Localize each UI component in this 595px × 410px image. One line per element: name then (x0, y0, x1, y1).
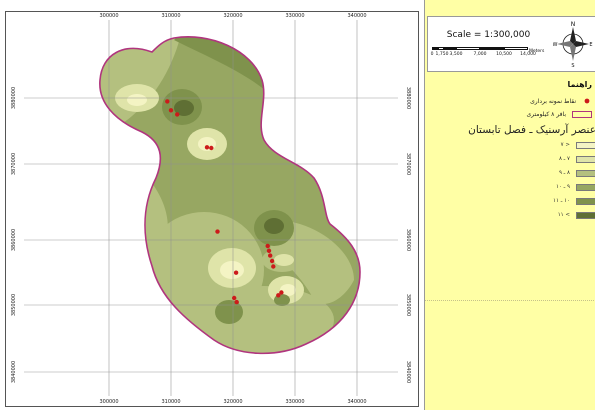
scale-bar-label: 0 (430, 52, 434, 57)
class-8-9-zone (194, 286, 334, 354)
scale-bar-label: 7,000 (473, 52, 487, 57)
class-label: < ۷ (560, 142, 570, 148)
scale-bar-segment (456, 47, 480, 50)
scale-bar-segment (504, 47, 528, 50)
legend-points-row: نقاط نمونه برداری (530, 95, 592, 107)
y-tick-right: 3850000 (405, 293, 411, 317)
class-swatch (576, 198, 595, 205)
y-tick-left: 3840000 (11, 360, 17, 384)
sample-point[interactable] (234, 299, 239, 305)
x-tick-top: 300000 (99, 13, 119, 19)
x-tick-bottom: 340000 (347, 399, 367, 405)
scale-bar: 0 1,750 3,500 7,000 10,500 14,000 Meters (430, 47, 545, 67)
x-tick-top: 310000 (161, 13, 181, 19)
class-gt-11-zone (264, 218, 284, 234)
sample-point[interactable] (276, 293, 281, 298)
sample-point[interactable] (209, 145, 214, 151)
y-tick-right: 3840000 (405, 360, 411, 384)
sample-point[interactable] (165, 99, 170, 104)
sample-point[interactable] (266, 248, 272, 253)
sample-point[interactable] (279, 290, 284, 295)
arsenic-surface (99, 36, 361, 354)
scale-unit: Meters (529, 49, 545, 54)
class-swatch (576, 156, 595, 163)
scale-bar-segment (444, 47, 456, 50)
class-label: ۸ ـ ۹ (558, 170, 570, 176)
class-10-11-zone (215, 300, 243, 324)
north-arrow-icon: N S W E (553, 21, 593, 67)
class-lt-7-zone (280, 284, 296, 296)
scale-bar-label: 14,000 (520, 52, 536, 57)
y-tick-right: 3880000 (405, 86, 411, 110)
scale-bar-segment (438, 47, 444, 50)
scale-bar-label: 1,750 (435, 52, 449, 57)
class-swatch (576, 142, 595, 149)
sample-point[interactable] (204, 145, 210, 150)
class-9-10-zone (99, 36, 361, 354)
x-tick-bottom: 320000 (223, 399, 243, 405)
class-swatch (576, 170, 595, 177)
map-canvas[interactable] (24, 20, 398, 396)
scale-bar-label: 3,500 (449, 52, 463, 57)
sample-point[interactable] (271, 264, 276, 269)
panel-divider (425, 300, 595, 301)
y-tick-left: 3860000 (11, 228, 17, 252)
class-lt-7-zone (127, 94, 147, 106)
sample-point[interactable] (175, 112, 180, 117)
sample-point[interactable] (168, 108, 174, 113)
east-label: E (589, 42, 592, 48)
legend-title: راهنما (567, 80, 592, 89)
sample-points (165, 99, 284, 305)
x-tick-bottom: 310000 (161, 399, 181, 405)
west-label: W (553, 42, 558, 48)
legend-buffer-label: بافر ۸ کیلومتری (526, 110, 566, 118)
sample-point[interactable] (269, 258, 275, 264)
scale-box: Scale = 1:300,000 0 1,750 3,500 7,000 10… (427, 16, 550, 72)
map-neatline (5, 11, 419, 407)
class-lt-7-zone (220, 261, 244, 279)
sample-point[interactable] (215, 229, 220, 234)
x-tick-top: 330000 (285, 13, 305, 19)
buffer-swatch (572, 110, 592, 118)
x-tick-bottom: 300000 (99, 399, 119, 405)
x-tick-bottom: 330000 (285, 399, 305, 405)
legend-points-label: نقاط نمونه برداری (530, 97, 576, 105)
class-swatch (576, 212, 595, 219)
legend-panel: Scale = 1:300,000 0 1,750 3,500 7,000 10… (424, 0, 595, 410)
legend-class-title: عنصر آرسنیک ـ فصل تابستان (468, 124, 595, 136)
class-gt-11-zone (174, 100, 194, 116)
class-label: ۹ ـ ۱۰ (556, 184, 570, 190)
y-tick-right: 3860000 (405, 228, 411, 252)
x-tick-top: 320000 (223, 13, 243, 19)
sample-point-icon (584, 98, 590, 104)
south-label: S (571, 63, 574, 67)
map-frame: 300000 310000 320000 330000 340000 30000… (5, 11, 419, 407)
class-label: > ۱۱ (557, 212, 570, 218)
y-tick-left: 3850000 (11, 293, 17, 317)
sample-point[interactable] (268, 253, 273, 258)
class-7-8-zone (274, 254, 294, 266)
y-tick-right: 3870000 (405, 152, 411, 176)
north-label: N (571, 21, 576, 28)
sample-point[interactable] (233, 270, 239, 275)
scale-bar-segment (480, 47, 504, 50)
legend-buffer-row: بافر ۸ کیلومتری (526, 108, 592, 120)
map-svg (24, 20, 398, 396)
sample-point[interactable] (232, 295, 237, 301)
sample-point[interactable] (265, 243, 270, 249)
scale-bar-label: 10,500 (496, 52, 512, 57)
class-label: ۱۰ ـ ۱۱ (553, 198, 570, 204)
y-tick-left: 3870000 (11, 152, 17, 176)
class-label: ۷ ـ ۸ (558, 156, 570, 162)
y-tick-left: 3880000 (11, 86, 17, 110)
class-8-9-zone (270, 220, 354, 304)
north-arrow-box: N S W E (549, 16, 595, 72)
scale-text: Scale = 1:300,000 (446, 30, 531, 40)
scale-bar-segment (432, 47, 438, 50)
x-tick-top: 340000 (347, 13, 367, 19)
class-swatch (576, 184, 595, 191)
